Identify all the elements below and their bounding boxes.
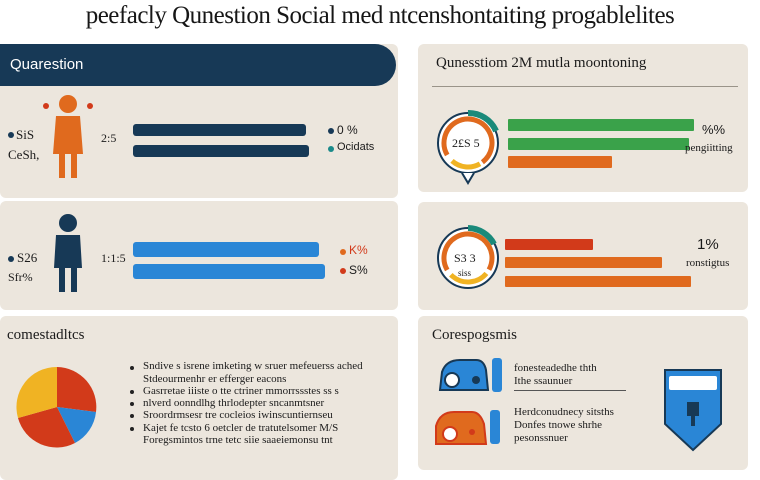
row1-label-b: CeSh, <box>8 147 40 162</box>
gauge-2-value: S3 3 <box>454 251 476 265</box>
bottom-left-line-2: Stdeourmenhr er efferger eacons <box>143 373 287 385</box>
gauge-1-value: 2£S 5 <box>452 136 480 150</box>
row2-right-b: S% <box>349 263 368 277</box>
gauge-2-right-value: 1% <box>697 236 719 253</box>
gauge-2-right-label: ronstigtus <box>686 257 730 269</box>
bottom-left-line-5: Sroordrmsesr tre cocleios iwinscuntierns… <box>143 409 333 421</box>
car-orange-icon <box>435 410 500 445</box>
gauge-2-bar-orange <box>505 257 662 268</box>
row2-bar-1 <box>133 242 319 257</box>
bottom-left-line-6: Kajet fe tcsto 6 oetcler de tratutelsome… <box>143 422 339 434</box>
row2-right-a: K% <box>349 243 368 257</box>
pie-chart-icon <box>16 366 97 448</box>
person-navy-icon <box>54 214 82 292</box>
bullet <box>130 414 134 418</box>
legend-dot <box>8 256 14 262</box>
gauge-1-bar-green-2 <box>508 138 689 150</box>
legend-dot <box>8 132 14 138</box>
gauge-1-right-value: %% <box>702 122 726 137</box>
row2-bar-2 <box>133 264 325 279</box>
bullet <box>130 402 134 406</box>
bottom-right-item2-line-2: Donfes tnowe shrhe <box>514 419 602 431</box>
bullet <box>130 427 134 431</box>
bottom-left-line-3: Gasrretae iiiste o tte ctriner mmorrssst… <box>143 385 339 397</box>
row2-mid-value: 1:1:5 <box>101 251 126 265</box>
shield-badge-icon <box>664 369 722 452</box>
bullet <box>130 390 134 394</box>
row1-right-a: 0 % <box>337 123 358 137</box>
bottom-left-heading: comestadltcs <box>7 327 85 343</box>
gauge-2-sub: siss <box>458 268 472 278</box>
legend-dot <box>328 146 334 152</box>
gauge-1-bar-orange <box>508 156 612 168</box>
bottom-right-item2-line-3: pesonssnuer <box>514 432 568 444</box>
gauge-2-bar-red <box>505 239 593 250</box>
bottom-left-line-1: Sndive s isrene imketing w sruer mefeuer… <box>143 360 363 372</box>
bottom-right-item1-line-2: Ithe ssaunuer <box>514 375 573 387</box>
car-blue-icon <box>438 358 502 392</box>
divider <box>432 86 738 87</box>
row2-label-b: Sfr% <box>8 270 33 284</box>
bottom-right-heading: Corespogsmis <box>432 327 518 343</box>
legend-dot <box>328 128 334 134</box>
row1-bar-1 <box>133 124 306 136</box>
gauge-2-bar-orange-2 <box>505 276 691 287</box>
bottom-left-line-7: Foregsmintos trne tetc siie saaeiemonsu … <box>143 434 333 446</box>
legend-dot <box>340 249 346 255</box>
row1-label-a: SiS <box>16 127 35 142</box>
row1-bar-2 <box>133 145 309 157</box>
row1-mid-value: 2:5 <box>101 131 117 145</box>
section-header-bar <box>0 44 396 86</box>
row2-label-a: S26 <box>17 250 38 265</box>
gauge-1-bar-green <box>508 119 694 131</box>
legend-dot <box>340 268 346 274</box>
bullet <box>130 366 134 370</box>
row1-right-b: Ocidats <box>337 141 375 153</box>
gauge-1-icon <box>437 109 499 185</box>
bottom-right-item2-line-1: Herdconudnecy sitsths <box>514 406 614 418</box>
right-panel-header: Qunesstiom 2M mutla moontoning <box>436 55 647 71</box>
bottom-left-line-4: nlverd oonndlhg thrlodepter sncanmtsner <box>143 397 325 409</box>
bottom-right-item1-line-1: fonesteadedhe thth <box>514 362 597 374</box>
section-header-label: Quarestion <box>10 56 84 73</box>
gauge-2-icon <box>437 225 499 289</box>
person-orange-icon <box>43 95 93 178</box>
gauge-1-right-label: pengiitting <box>685 142 733 154</box>
divider <box>514 390 626 391</box>
page-title: peefacly Qunestion Social med ntcenshont… <box>85 2 675 29</box>
